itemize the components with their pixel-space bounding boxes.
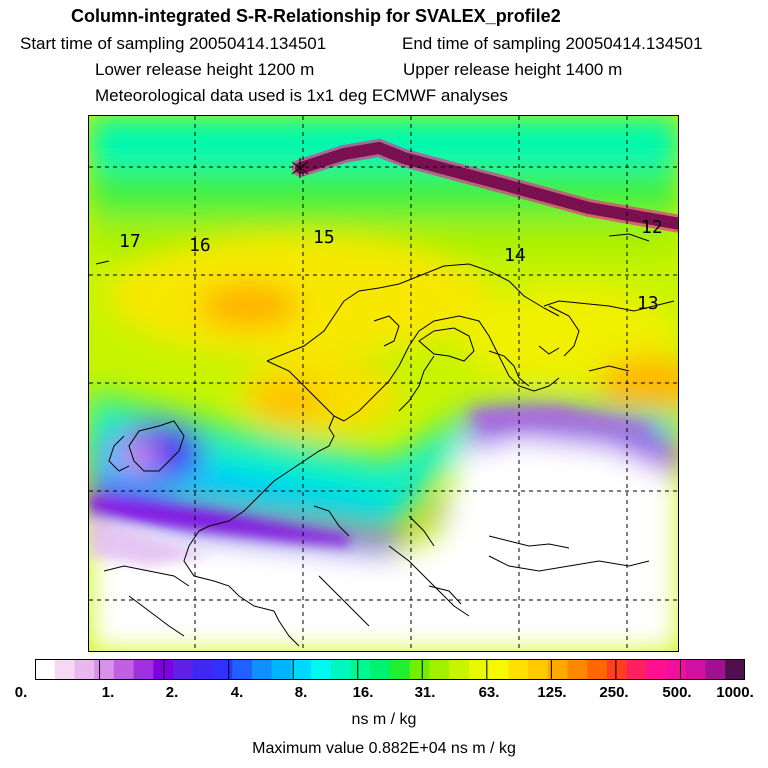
day-label-14: 14 (504, 245, 526, 266)
day-label-13: 13 (637, 293, 659, 314)
start-time-label: Start time of sampling 20050414.134501 (20, 34, 327, 53)
colorbar-segment (271, 659, 292, 680)
colorbar-segment (94, 659, 115, 680)
colorbar-segment (311, 659, 332, 680)
colorbar-segment (567, 659, 588, 680)
colorbar-segment (725, 659, 745, 680)
colorbar-tick: 1. (101, 684, 115, 701)
map-canvas: 17 16 15 14 13 12 (89, 116, 678, 651)
colorbar-segment (35, 659, 56, 680)
colorbar (35, 659, 745, 680)
day-label-16: 16 (189, 235, 211, 256)
colorbar-tick: 16. (352, 684, 374, 701)
colorbar-segment (153, 659, 174, 680)
colorbar-segment (626, 659, 647, 680)
colorbar-segment (74, 659, 95, 680)
maximum-value-label: Maximum value 0.882E+04 ns m / kg (252, 740, 516, 757)
day-label-17: 17 (119, 231, 141, 252)
colorbar-segment (113, 659, 135, 680)
colorbar-segment (528, 659, 549, 680)
colorbar-segment (251, 659, 273, 680)
colorbar-segment (547, 659, 568, 680)
colorbar-segment (291, 659, 312, 680)
sensitivity-map: 17 16 15 14 13 12 (88, 115, 679, 652)
colorbar-segment (449, 659, 470, 680)
colorbar-unit: ns m / kg (351, 711, 417, 728)
colorbar-segment (468, 659, 490, 680)
colorbar-tick: 2. (165, 684, 179, 701)
colorbar-segment (409, 659, 430, 680)
colorbar-border (35, 659, 745, 680)
colorbar-segment (508, 659, 529, 680)
colorbar-segment (390, 659, 411, 680)
chart-title: Column-integrated S-R-Relationship for S… (71, 6, 561, 26)
colorbar-tick: 63. (478, 684, 500, 701)
colorbar-segment (232, 659, 253, 680)
lat-lon-grid (89, 116, 678, 651)
colorbar-segment (133, 659, 154, 680)
colorbar-segment (173, 659, 194, 680)
colorbar-segment (330, 659, 352, 680)
colorbar-tick: 500. (662, 684, 692, 701)
day-label-15: 15 (313, 227, 335, 248)
colorbar-segment (192, 659, 213, 680)
trajectory-plume (292, 138, 678, 233)
colorbar-tick: 8. (294, 684, 308, 701)
colorbar-segment (488, 659, 509, 680)
colorbar-tick: 4. (230, 684, 244, 701)
colorbar-segment (429, 659, 450, 680)
colorbar-segment (685, 659, 707, 680)
colorbar-segment (587, 659, 608, 680)
colorbar-segment (350, 659, 371, 680)
colorbar-segment (646, 659, 667, 680)
colorbar-tick: 1000. (716, 684, 754, 701)
met-data-label: Meteorological data used is 1x1 deg ECMW… (95, 86, 508, 105)
coastlines (95, 233, 675, 647)
colorbar-tick: 31. (414, 684, 436, 701)
release-point-star (291, 158, 309, 178)
lower-height-label: Lower release height 1200 m (95, 60, 315, 79)
colorbar-segment (666, 659, 687, 680)
end-time-label: End time of sampling 20050414.134501 (402, 34, 703, 53)
colorbar-segment (212, 659, 233, 680)
colorbar-segment (606, 659, 628, 680)
colorbar-tick: 125. (537, 684, 567, 701)
upper-height-label: Upper release height 1400 m (403, 60, 623, 79)
colorbar-segment (54, 659, 75, 680)
colorbar-tick: 0. (14, 684, 28, 701)
day-label-12: 12 (641, 217, 663, 238)
colorbar-segment (705, 659, 726, 680)
colorbar-segment (370, 659, 391, 680)
colorbar-tick: 250. (599, 684, 629, 701)
